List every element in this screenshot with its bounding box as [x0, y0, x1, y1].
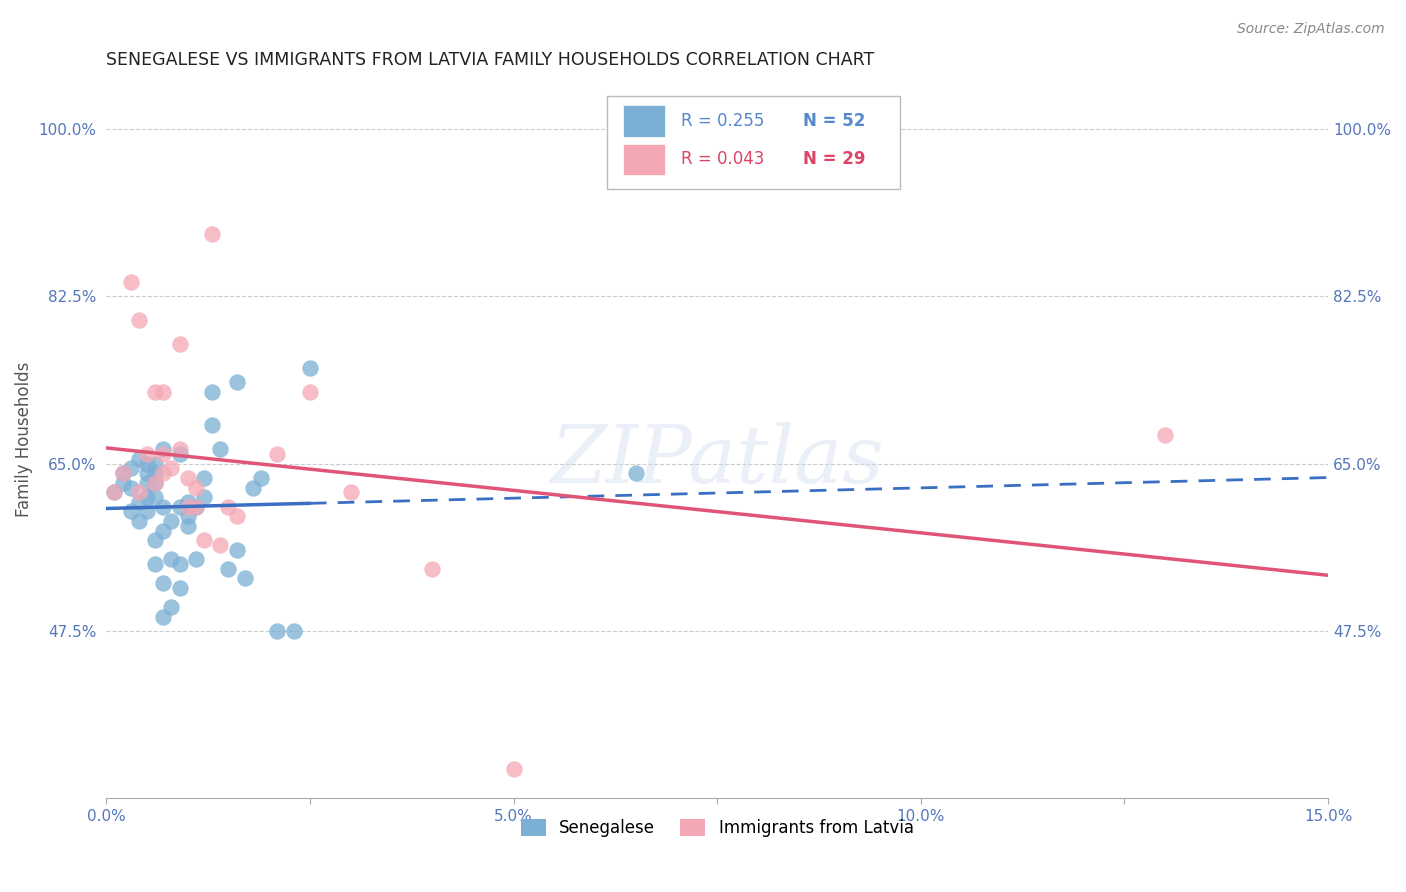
- Point: [624, 466, 647, 480]
- Point: [169, 337, 191, 351]
- Point: [169, 500, 191, 514]
- Point: [143, 466, 166, 480]
- Point: [169, 442, 191, 457]
- Text: R = 0.255: R = 0.255: [681, 112, 763, 129]
- Point: [233, 571, 256, 585]
- Point: [502, 763, 524, 777]
- Point: [184, 500, 207, 514]
- Point: [120, 461, 142, 475]
- Point: [152, 576, 174, 591]
- Point: [225, 376, 247, 390]
- Point: [143, 457, 166, 471]
- Point: [1154, 428, 1177, 442]
- Point: [193, 490, 215, 504]
- Point: [177, 471, 200, 485]
- Point: [177, 500, 200, 514]
- Point: [160, 461, 183, 475]
- Point: [152, 524, 174, 538]
- Point: [143, 475, 166, 490]
- Point: [111, 475, 134, 490]
- Point: [143, 490, 166, 504]
- Point: [177, 495, 200, 509]
- Point: [225, 509, 247, 524]
- Point: [250, 471, 273, 485]
- Point: [160, 599, 183, 614]
- Point: [201, 384, 224, 399]
- Point: [111, 466, 134, 480]
- Point: [152, 447, 174, 461]
- FancyBboxPatch shape: [623, 105, 665, 136]
- Point: [136, 504, 159, 518]
- Point: [136, 466, 159, 480]
- Point: [266, 447, 288, 461]
- Y-axis label: Family Households: Family Households: [15, 362, 32, 517]
- Text: N = 29: N = 29: [803, 151, 865, 169]
- Point: [217, 500, 239, 514]
- Point: [193, 533, 215, 547]
- Point: [143, 533, 166, 547]
- Point: [128, 313, 150, 327]
- Point: [136, 475, 159, 490]
- Point: [120, 481, 142, 495]
- Point: [120, 504, 142, 518]
- Point: [298, 361, 321, 376]
- Point: [128, 451, 150, 466]
- Point: [152, 466, 174, 480]
- Point: [120, 275, 142, 289]
- Point: [184, 552, 207, 566]
- Point: [225, 542, 247, 557]
- Legend: Senegalese, Immigrants from Latvia: Senegalese, Immigrants from Latvia: [515, 812, 920, 844]
- Point: [209, 442, 232, 457]
- Point: [184, 500, 207, 514]
- Point: [103, 485, 125, 500]
- Point: [128, 514, 150, 528]
- Point: [339, 485, 361, 500]
- Point: [136, 457, 159, 471]
- Point: [177, 509, 200, 524]
- Text: SENEGALESE VS IMMIGRANTS FROM LATVIA FAMILY HOUSEHOLDS CORRELATION CHART: SENEGALESE VS IMMIGRANTS FROM LATVIA FAM…: [107, 51, 875, 69]
- Point: [128, 495, 150, 509]
- Point: [160, 552, 183, 566]
- Point: [152, 442, 174, 457]
- Point: [111, 466, 134, 480]
- Point: [143, 557, 166, 571]
- Point: [283, 624, 305, 638]
- FancyBboxPatch shape: [623, 144, 665, 175]
- Point: [169, 557, 191, 571]
- Point: [201, 418, 224, 433]
- Point: [143, 384, 166, 399]
- Point: [266, 624, 288, 638]
- Point: [177, 518, 200, 533]
- Point: [128, 485, 150, 500]
- Point: [136, 490, 159, 504]
- Point: [136, 447, 159, 461]
- Point: [201, 227, 224, 242]
- Point: [242, 481, 264, 495]
- Point: [169, 447, 191, 461]
- FancyBboxPatch shape: [607, 95, 900, 189]
- Point: [143, 475, 166, 490]
- Point: [184, 481, 207, 495]
- Point: [152, 384, 174, 399]
- Point: [103, 485, 125, 500]
- Text: ZIPatlas: ZIPatlas: [551, 423, 884, 500]
- Point: [217, 562, 239, 576]
- Point: [152, 500, 174, 514]
- Text: Source: ZipAtlas.com: Source: ZipAtlas.com: [1237, 22, 1385, 37]
- Point: [298, 384, 321, 399]
- Point: [420, 562, 443, 576]
- Point: [209, 538, 232, 552]
- Text: R = 0.043: R = 0.043: [681, 151, 763, 169]
- Point: [152, 609, 174, 624]
- Point: [169, 581, 191, 595]
- Point: [193, 471, 215, 485]
- Text: N = 52: N = 52: [803, 112, 865, 129]
- Point: [160, 514, 183, 528]
